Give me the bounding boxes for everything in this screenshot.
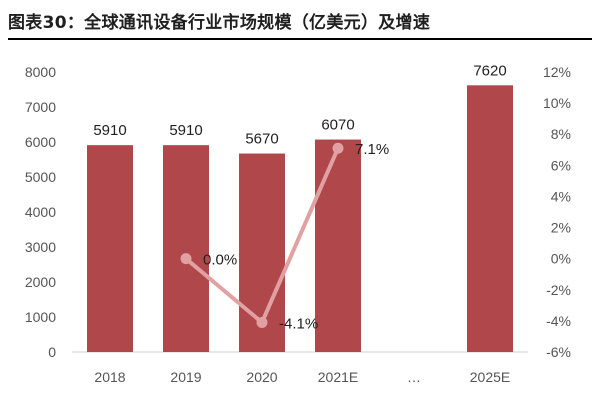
growth-value-label: -4.1% bbox=[279, 315, 318, 332]
right-axis-tick-label: 0% bbox=[551, 251, 571, 267]
left-axis-tick-label: 7000 bbox=[25, 99, 56, 115]
bar bbox=[87, 145, 133, 352]
x-axis-tick-label: … bbox=[407, 369, 421, 385]
left-axis-tick-label: 5000 bbox=[25, 169, 56, 185]
bar-value-labels: 5910 5910 5670 6070 7620 bbox=[93, 62, 506, 147]
right-axis-tick-label: 2% bbox=[551, 220, 571, 236]
chart-title: 图表30：全球通讯设备行业市场规模（亿美元）及增速 bbox=[8, 13, 431, 33]
bar-value-label: 5910 bbox=[169, 122, 202, 139]
left-axis-tick-label: 0 bbox=[48, 344, 56, 360]
bar-series bbox=[87, 85, 513, 353]
left-axis-tick-label: 6000 bbox=[25, 134, 56, 150]
x-axis-tick-label: 2025E bbox=[470, 369, 510, 385]
growth-value-label: 7.1% bbox=[355, 141, 389, 158]
right-axis-tick-label: 8% bbox=[551, 126, 571, 142]
right-axis-tick-label: 12% bbox=[543, 64, 571, 80]
bar-value-label: 6070 bbox=[321, 117, 354, 134]
bar-value-label: 7620 bbox=[473, 62, 506, 79]
bar-value-label: 5670 bbox=[245, 131, 278, 148]
left-axis-tick-label: 4000 bbox=[25, 204, 56, 220]
bar bbox=[467, 85, 513, 353]
right-axis-tick-label: -2% bbox=[546, 282, 571, 298]
x-axis-tick-label: 2020 bbox=[246, 369, 277, 385]
bar bbox=[315, 139, 361, 352]
growth-value-labels: 0.0% -4.1% 7.1% bbox=[203, 141, 389, 332]
left-axis-tick-label: 1000 bbox=[25, 309, 56, 325]
growth-point bbox=[332, 142, 344, 154]
left-axis-tick-label: 3000 bbox=[25, 239, 56, 255]
right-axis-tick-label: -6% bbox=[546, 344, 571, 360]
x-axis-ticks: 2018 2019 2020 2021E … 2025E bbox=[94, 369, 510, 385]
growth-point bbox=[180, 253, 192, 265]
right-axis-ticks: -6% -4% -2% 0% 2% 4% 6% 8% 10% 12% bbox=[543, 64, 571, 360]
x-axis-tick-label: 2019 bbox=[170, 369, 201, 385]
left-axis-tick-label: 2000 bbox=[25, 274, 56, 290]
right-axis-tick-label: 10% bbox=[543, 95, 571, 111]
x-axis-tick-label: 2018 bbox=[94, 369, 125, 385]
left-axis-ticks: 0 1000 2000 3000 4000 5000 6000 7000 8000 bbox=[25, 64, 56, 360]
x-axis-tick-label: 2021E bbox=[318, 369, 358, 385]
bar bbox=[163, 145, 209, 352]
right-axis-tick-label: 4% bbox=[551, 188, 571, 204]
left-axis-tick-label: 8000 bbox=[25, 64, 56, 80]
bar-value-label: 5910 bbox=[93, 122, 126, 139]
title-divider bbox=[8, 38, 592, 40]
growth-value-label: 0.0% bbox=[203, 252, 237, 269]
growth-point bbox=[256, 316, 268, 328]
right-axis-tick-label: -4% bbox=[546, 313, 571, 329]
growth-line-series bbox=[180, 142, 344, 328]
right-axis-tick-label: 6% bbox=[551, 157, 571, 173]
